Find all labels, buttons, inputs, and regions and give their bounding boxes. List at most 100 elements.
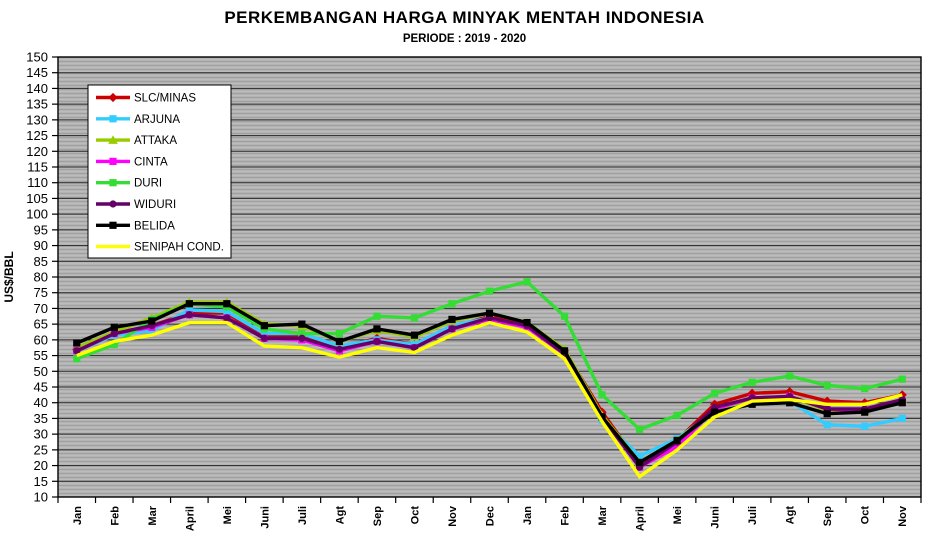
y-tick-label: 30 bbox=[34, 427, 48, 442]
series-senipah-cond bbox=[76, 320, 903, 479]
data-point-marker bbox=[485, 287, 494, 295]
chart-title: PERKEMBANGAN HARGA MINYAK MENTAH INDONES… bbox=[224, 8, 705, 27]
series-belida bbox=[73, 300, 906, 467]
data-point-marker bbox=[110, 323, 118, 331]
data-point-marker bbox=[109, 179, 117, 187]
x-tick-label: Oct bbox=[860, 506, 872, 525]
data-point-marker bbox=[185, 306, 193, 314]
data-point-marker bbox=[786, 399, 794, 407]
data-point-marker bbox=[635, 425, 644, 434]
x-tick-label: Agt bbox=[334, 506, 346, 525]
data-point-marker bbox=[335, 337, 344, 346]
x-tick-label: Juni bbox=[259, 506, 271, 529]
data-point-marker bbox=[823, 421, 831, 429]
data-point-marker bbox=[108, 135, 118, 144]
x-tick-label: Juni bbox=[710, 506, 722, 529]
y-tick-label: 70 bbox=[34, 301, 48, 316]
x-tick-label: Jan bbox=[522, 506, 534, 525]
y-tick-label: 105 bbox=[26, 191, 48, 206]
data-point-marker bbox=[373, 325, 381, 333]
data-point-marker bbox=[635, 452, 644, 460]
y-tick-label: 145 bbox=[26, 65, 48, 80]
data-point-marker bbox=[73, 355, 81, 363]
data-point-marker bbox=[298, 334, 306, 342]
data-point-marker bbox=[223, 307, 231, 316]
y-tick-label: 75 bbox=[34, 285, 48, 300]
y-tick-label: 15 bbox=[34, 474, 48, 489]
legend-label: DURI bbox=[134, 178, 162, 190]
data-point-marker bbox=[822, 396, 832, 406]
y-tick-label: 40 bbox=[34, 395, 48, 410]
y-tick-label: 135 bbox=[26, 97, 48, 112]
y-tick-label: 80 bbox=[34, 270, 48, 285]
data-point-marker bbox=[523, 318, 531, 327]
data-point-marker bbox=[109, 200, 117, 208]
data-point-marker bbox=[298, 329, 306, 338]
y-tick-label: 50 bbox=[34, 364, 48, 379]
data-point-marker bbox=[110, 340, 118, 349]
x-tick-label: April bbox=[184, 506, 196, 531]
y-tick-label: 20 bbox=[34, 458, 48, 473]
y-tick-label: 55 bbox=[34, 348, 48, 363]
data-point-marker bbox=[410, 331, 419, 339]
x-tick-label: Sep bbox=[372, 506, 384, 526]
data-point-marker bbox=[598, 391, 606, 399]
legend-label: WIDURI bbox=[134, 199, 176, 211]
data-point-marker bbox=[898, 414, 906, 423]
data-point-marker bbox=[223, 314, 231, 322]
data-point-marker bbox=[448, 325, 456, 333]
data-point-marker bbox=[711, 389, 719, 397]
data-point-marker bbox=[673, 443, 681, 451]
data-point-marker bbox=[560, 312, 569, 320]
y-tick-label: 110 bbox=[27, 175, 48, 190]
y-axis-title: US$/BBL bbox=[2, 251, 16, 302]
y-tick-label: 140 bbox=[26, 81, 48, 96]
data-point-marker bbox=[109, 157, 117, 165]
data-point-marker bbox=[260, 322, 268, 330]
series-line-senipah-cond bbox=[76, 320, 903, 479]
x-tick-label: April bbox=[635, 506, 647, 531]
y-tick-label: 45 bbox=[34, 380, 48, 395]
data-point-marker bbox=[373, 337, 381, 346]
legend-box bbox=[87, 84, 232, 259]
data-point-marker bbox=[635, 458, 644, 467]
y-tick-label: 100 bbox=[26, 207, 48, 222]
legend: SLC/MINAS ARJUNA ATTAKA CINTA DURI WIDURI BELI… bbox=[87, 84, 232, 259]
data-point-marker bbox=[861, 408, 869, 416]
y-tick-label: 95 bbox=[34, 222, 48, 237]
data-point-marker bbox=[861, 422, 869, 430]
x-tick-label: Nov bbox=[897, 505, 909, 527]
data-point-marker bbox=[110, 329, 118, 338]
x-tick-label: Mar bbox=[597, 505, 609, 525]
y-tick-label: 25 bbox=[34, 442, 48, 457]
x-tick-label: Feb bbox=[109, 506, 121, 526]
data-point-marker bbox=[410, 344, 419, 352]
legend-item: ARJUNA bbox=[96, 114, 180, 126]
data-point-marker bbox=[73, 347, 81, 355]
legend-label: CINTA bbox=[134, 156, 168, 168]
y-tick-label: 90 bbox=[34, 238, 48, 253]
data-point-marker bbox=[748, 378, 756, 386]
legend-label: ARJUNA bbox=[134, 114, 180, 126]
data-point-marker bbox=[73, 339, 81, 347]
data-point-marker bbox=[598, 413, 606, 421]
y-tick-label: 125 bbox=[26, 128, 48, 143]
data-point-marker bbox=[673, 436, 681, 445]
legend-label: SENIPAH COND. bbox=[134, 242, 224, 254]
data-point-marker bbox=[448, 315, 456, 324]
legend-item: SENIPAH COND. bbox=[96, 242, 224, 254]
y-tick-label: 65 bbox=[34, 317, 48, 332]
legend-item: ATTAKA bbox=[96, 135, 177, 147]
y-tick-label: 85 bbox=[34, 254, 48, 269]
data-point-marker bbox=[523, 278, 531, 286]
x-tick-label: Juli bbox=[297, 506, 309, 525]
x-tick-label: Mar bbox=[147, 505, 159, 525]
data-point-marker bbox=[223, 300, 231, 308]
data-point-marker bbox=[823, 410, 831, 418]
y-tick-label: 120 bbox=[26, 144, 48, 159]
y-tick-label: 150 bbox=[26, 50, 48, 65]
y-tick-label: 35 bbox=[34, 411, 48, 426]
plot-border bbox=[57, 56, 922, 498]
data-point-marker bbox=[185, 300, 193, 308]
legend-label: SLC/MINAS bbox=[134, 93, 196, 105]
